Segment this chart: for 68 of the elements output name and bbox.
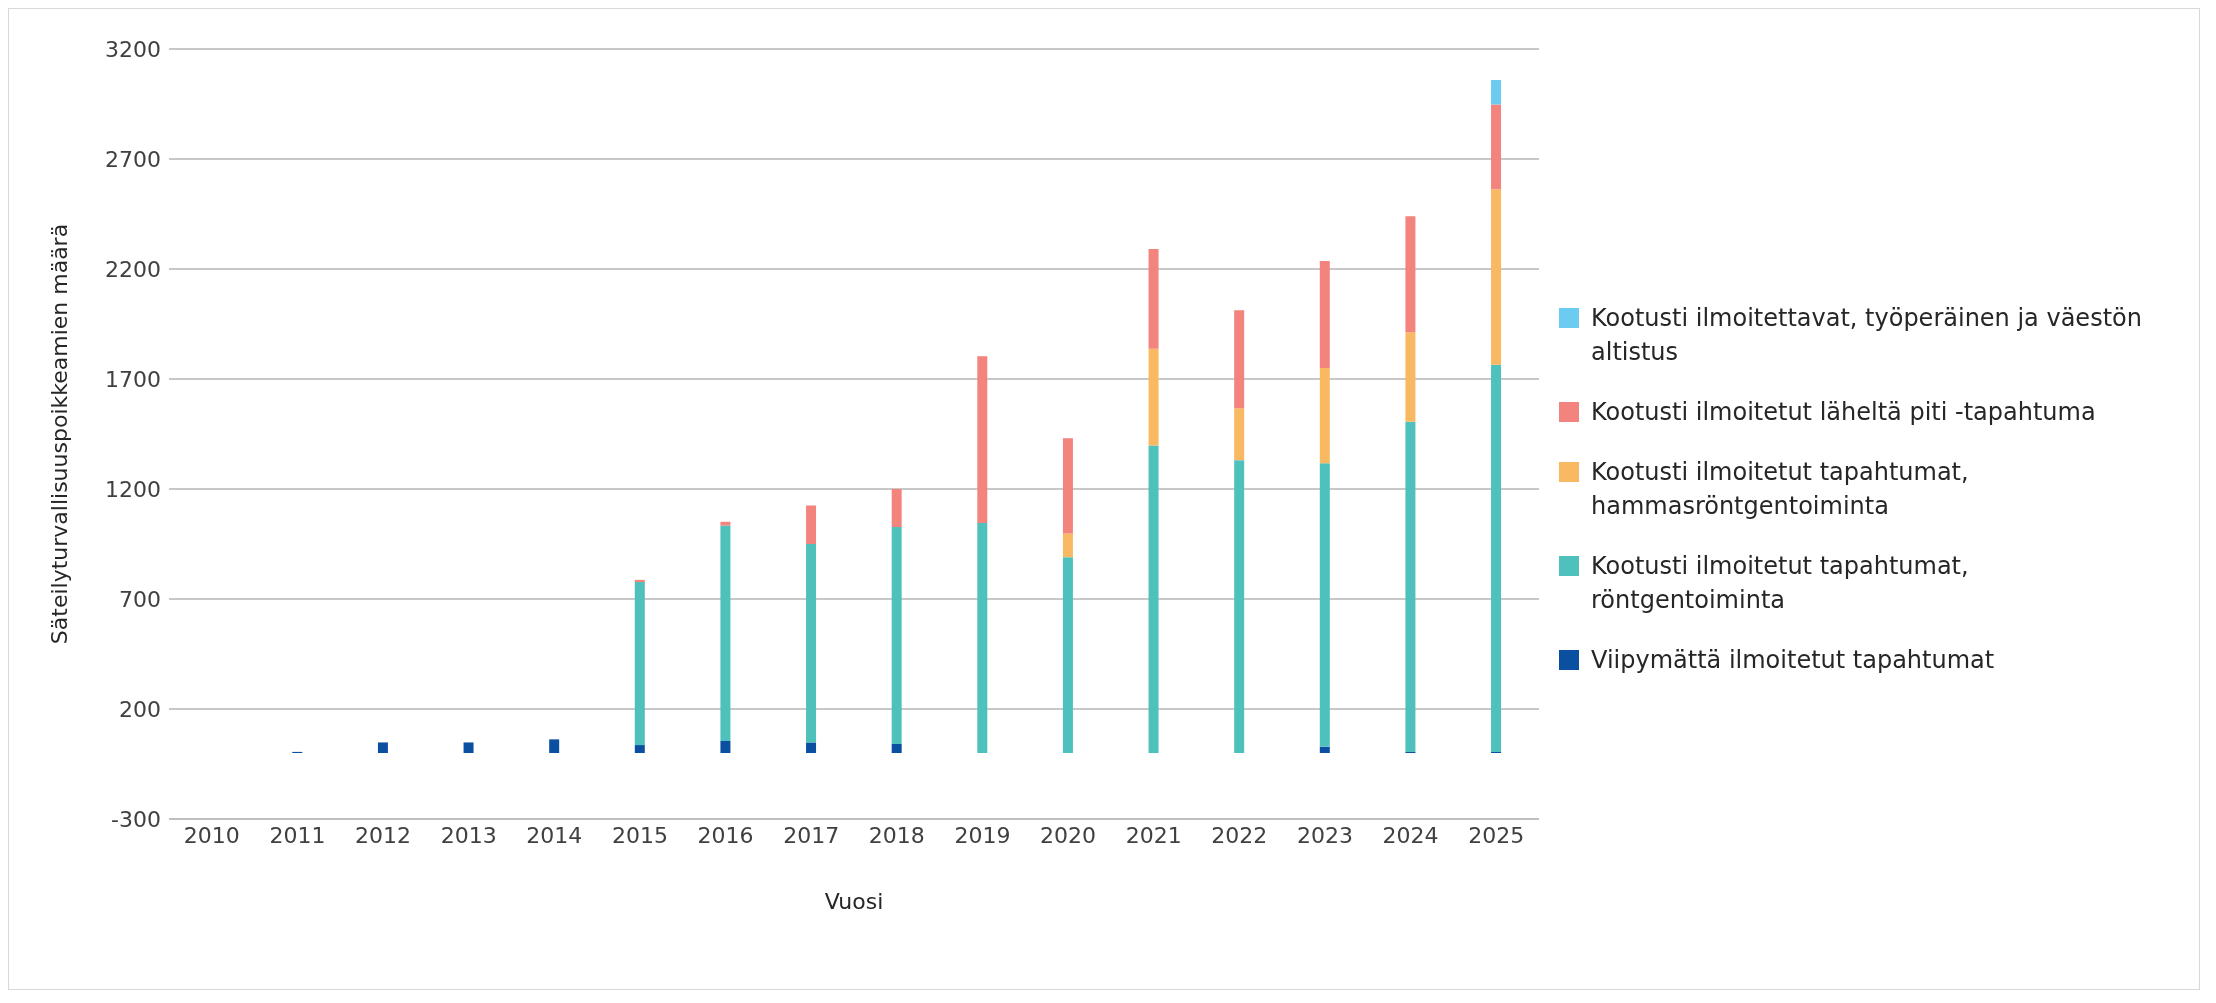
x-tick-label: 2014 xyxy=(526,822,583,848)
x-tick-label: 2023 xyxy=(1296,822,1353,848)
legend-label: Kootusti ilmoitetut läheltä piti -tapahtuma xyxy=(1591,397,2096,428)
bar xyxy=(1062,533,1073,558)
bar xyxy=(1491,80,1502,105)
x-tick-label: 2020 xyxy=(1040,822,1097,848)
x-tick-label: 2017 xyxy=(783,822,840,848)
x-tick-label: 2016 xyxy=(697,822,754,848)
x-tick-label: 2010 xyxy=(183,822,240,848)
y-tick-label: 1200 xyxy=(105,476,161,502)
bar xyxy=(1319,746,1330,753)
legend-label: Kootusti ilmoitetut tapahtumat, hammasröntgentoiminta xyxy=(1591,457,1970,522)
x-tick-label: 2013 xyxy=(440,822,497,848)
bar xyxy=(549,739,560,753)
bar xyxy=(1062,557,1073,753)
bar xyxy=(806,742,817,753)
bar xyxy=(1148,348,1159,446)
bar xyxy=(1405,332,1416,422)
bar xyxy=(720,521,731,526)
x-tick-label: 2019 xyxy=(954,822,1011,848)
y-tick-label: 700 xyxy=(119,586,161,612)
bar xyxy=(1491,364,1502,752)
bar xyxy=(1405,216,1416,333)
legend-label: Viipymättä ilmoitetut tapahtumat xyxy=(1591,645,1995,676)
x-axis-title: Vuosi xyxy=(824,889,884,914)
bar xyxy=(891,743,902,753)
y-axis-title: Säteilyturvallisuuspoikkeamien määrä xyxy=(46,223,72,645)
x-tick-label: 2011 xyxy=(269,822,326,848)
x-tick-label: 2021 xyxy=(1125,822,1182,848)
bar xyxy=(977,356,988,523)
bar xyxy=(1319,463,1330,747)
x-tick-label: 2024 xyxy=(1382,822,1439,848)
bar xyxy=(806,544,817,743)
bar xyxy=(634,579,645,583)
y-tick-label: 3200 xyxy=(105,36,161,62)
bar xyxy=(1234,408,1245,461)
y-tick-label: 1700 xyxy=(105,366,161,392)
bar xyxy=(720,740,731,753)
bar xyxy=(1405,421,1416,752)
y-tick-label: 2700 xyxy=(105,146,161,172)
bar xyxy=(377,742,388,753)
bar xyxy=(1491,189,1502,365)
bar xyxy=(1062,438,1073,534)
bar xyxy=(977,522,988,753)
bar xyxy=(1148,445,1159,753)
bar xyxy=(634,745,645,753)
bar xyxy=(891,489,902,528)
bar xyxy=(1234,460,1245,753)
x-tick-label: 2022 xyxy=(1211,822,1268,848)
y-tick-label: -300 xyxy=(111,806,161,832)
bar xyxy=(1491,104,1502,190)
x-tick-label: 2012 xyxy=(355,822,412,848)
bar xyxy=(720,525,731,741)
x-tick-label: 2015 xyxy=(611,822,668,848)
bar xyxy=(1148,248,1159,349)
y-tick-label: 2200 xyxy=(105,256,161,282)
bar xyxy=(463,742,474,753)
bar xyxy=(891,527,902,744)
x-tick-label: 2018 xyxy=(868,822,925,848)
bar xyxy=(1234,310,1245,409)
bar xyxy=(1319,368,1330,464)
bar xyxy=(634,582,645,746)
legend-label: Kootusti ilmoitetut tapahtumat, röntgentoiminta xyxy=(1591,551,1970,616)
bar xyxy=(1319,261,1330,368)
bar xyxy=(806,505,817,544)
legend-label: Kootusti ilmoitettavat, työperäinen ja väestön altistus xyxy=(1591,303,2143,368)
y-tick-label: 200 xyxy=(119,696,161,722)
x-tick-label: 2025 xyxy=(1468,822,1525,848)
